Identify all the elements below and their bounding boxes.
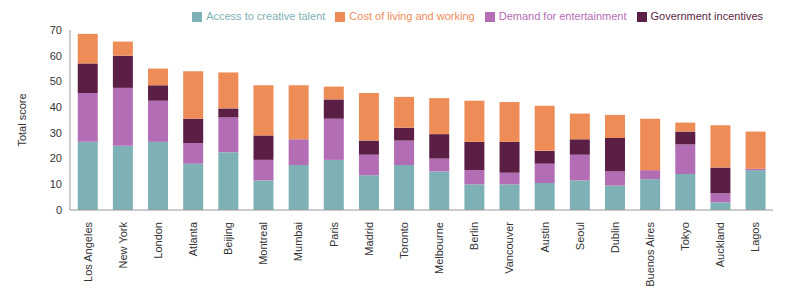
svg-text:London: London <box>152 222 164 259</box>
html-text:Access to creative talent: Access to creative talent <box>206 10 326 22</box>
html-text:Demand for entertainment: Demand for entertainment <box>498 10 627 22</box>
svg-text:Beijing: Beijing <box>222 222 234 255</box>
html-text:Cost of living and working: Cost of living and working <box>349 10 475 22</box>
svg-text:Dublin: Dublin <box>609 222 621 253</box>
svg-text:Mumbai: Mumbai <box>292 222 304 261</box>
svg-text:Buenos Aires: Buenos Aires <box>644 222 656 287</box>
svg-text:Seoul: Seoul <box>574 222 586 250</box>
svg-text:50: 50 <box>50 75 62 87</box>
svg-text:30: 30 <box>50 127 62 139</box>
svg-text:Austin: Austin <box>539 222 551 253</box>
svg-text:Paris: Paris <box>328 222 340 248</box>
svg-text:Madrid: Madrid <box>363 222 375 256</box>
svg-text:New York: New York <box>117 222 129 269</box>
svg-text:Toronto: Toronto <box>398 222 410 259</box>
svg-text:40: 40 <box>50 101 62 113</box>
svg-text:Atlanta: Atlanta <box>187 221 199 256</box>
svg-text:Tokyo: Tokyo <box>679 222 691 251</box>
svg-text:Lagos: Lagos <box>749 222 761 252</box>
svg-text:20: 20 <box>50 152 62 164</box>
svg-text:70: 70 <box>50 24 62 36</box>
svg-text:Montreal: Montreal <box>257 222 269 265</box>
svg-text:Melbourne: Melbourne <box>433 222 445 274</box>
html-text:Government incentives: Government incentives <box>650 10 763 22</box>
svg-text:60: 60 <box>50 50 62 62</box>
svg-text:Auckland: Auckland <box>714 222 726 267</box>
svg-text:0: 0 <box>56 204 62 216</box>
svg-text:Berlin: Berlin <box>468 222 480 250</box>
svg-text:Los Angeles: Los Angeles <box>82 222 94 282</box>
svg-text:10: 10 <box>50 178 62 190</box>
svg-text:Vancouver: Vancouver <box>503 222 515 274</box>
svg-text:Total score: Total score <box>16 93 28 146</box>
